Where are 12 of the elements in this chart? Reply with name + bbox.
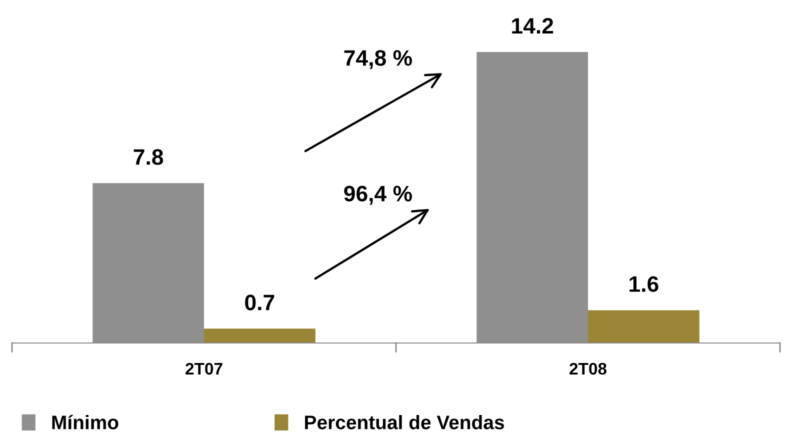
data-label: 1.6: [630, 276, 658, 292]
data-label: 14.2: [512, 18, 554, 34]
bar: [204, 328, 316, 343]
data-label: 7.8: [134, 149, 164, 165]
legend-label: Mínimo: [52, 414, 118, 430]
annotation: 96,4 %: [344, 186, 412, 205]
x-tick-label: 2T07: [186, 362, 222, 375]
bar: [588, 310, 700, 343]
data-label: 0.7: [245, 294, 274, 310]
x-tick-label: 2T08: [570, 362, 606, 375]
legend-label: Percentual de Vendas: [305, 415, 504, 430]
annotation: 74,8 %: [344, 50, 412, 70]
